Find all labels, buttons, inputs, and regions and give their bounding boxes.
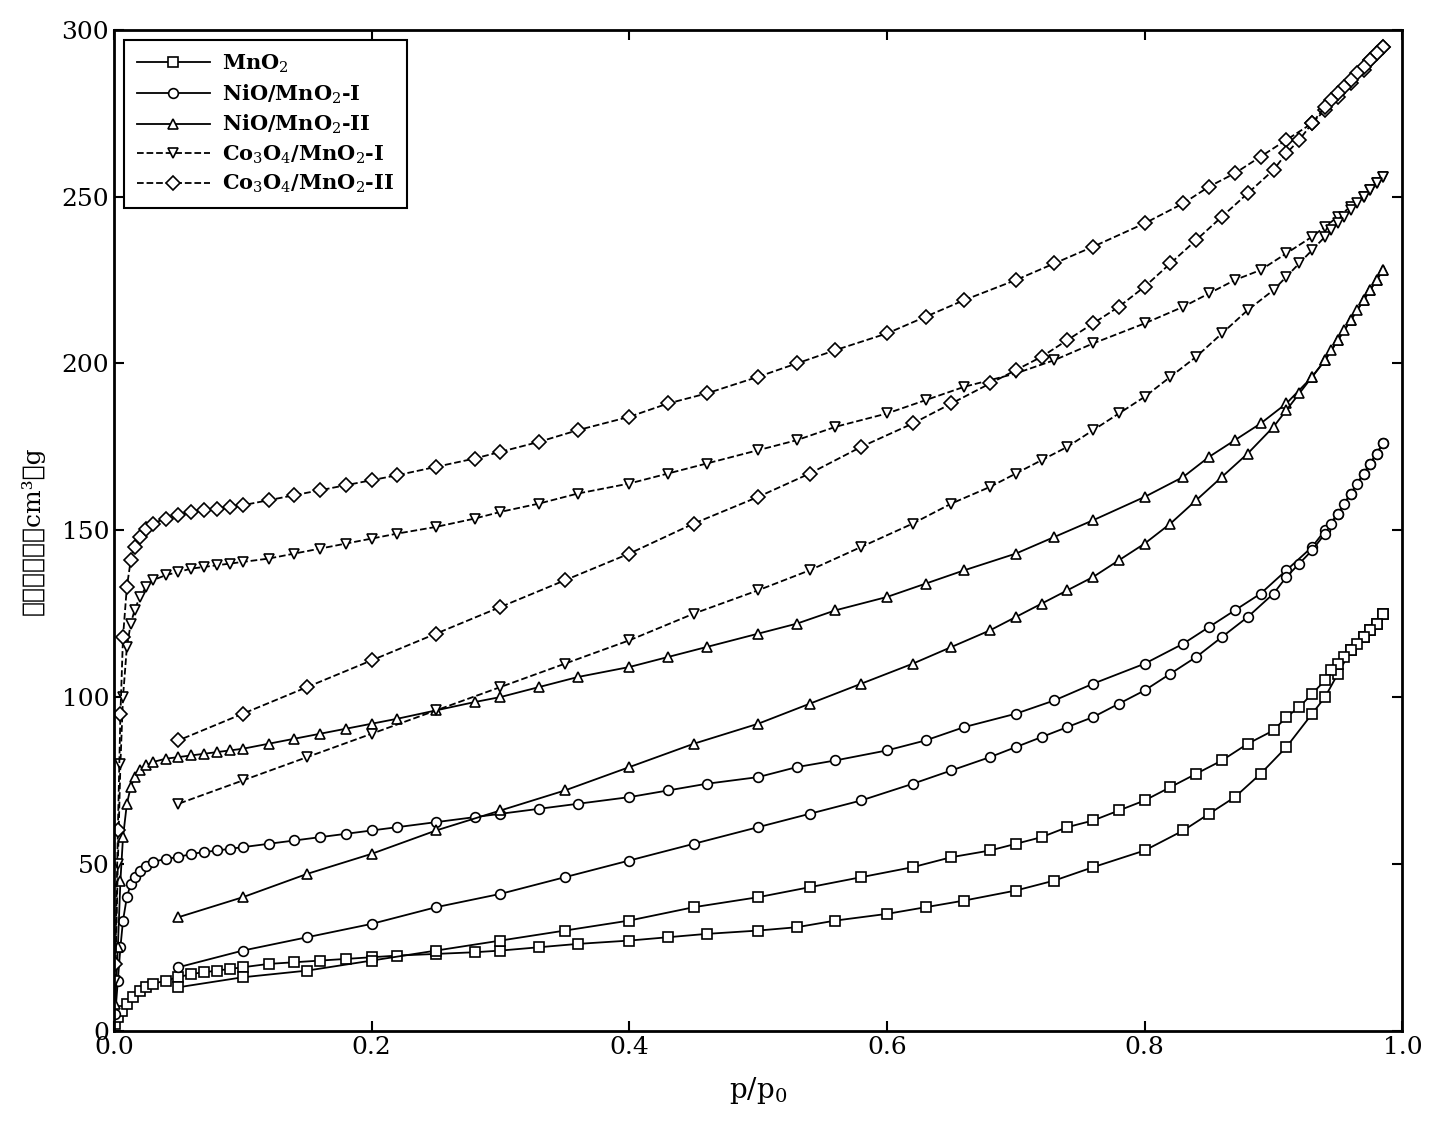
- Legend: MnO$_2$, NiO/MnO$_2$-I, NiO/MnO$_2$-II, Co$_3$O$_4$/MnO$_2$-I, Co$_3$O$_4$/MnO$_: MnO$_2$, NiO/MnO$_2$-I, NiO/MnO$_2$-II, …: [124, 41, 407, 207]
- X-axis label: p/p$_0$: p/p$_0$: [729, 1075, 788, 1107]
- Y-axis label: 吸脱附体积／cm³／g: 吸脱附体积／cm³／g: [20, 446, 45, 614]
